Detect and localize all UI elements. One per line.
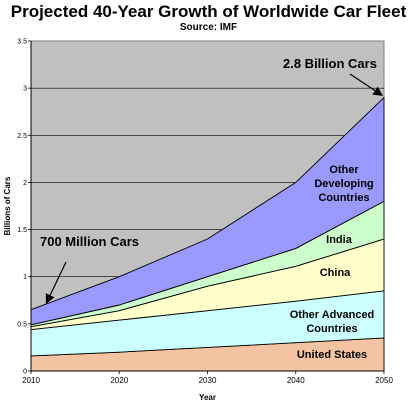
x-axis-label: Year [199, 393, 216, 402]
y-tick-label: 2.5 [17, 133, 27, 140]
x-tick-label: 2020 [110, 376, 128, 385]
annotations: 700 Million Cars 2.8 Billion Cars [40, 56, 383, 304]
x-tick-label: 2010 [22, 376, 40, 385]
area-series [30, 97, 385, 372]
area-other-developing-countries [30, 97, 385, 326]
series-label-china: China [320, 267, 351, 279]
series-label-united-states: United States [297, 349, 367, 361]
series-labels: United States Other Advanced Countries Chin… [290, 164, 375, 361]
chart-title: Projected 40-Year Growth of Worldwide Ca… [10, 2, 407, 21]
y-axis-label: Billions of Cars [3, 176, 12, 235]
series-label-other-developing-countries: Other Developing Countries [314, 164, 373, 204]
y-tick-label: 0.5 [17, 321, 27, 328]
y-tick-label: 1 [23, 274, 27, 281]
y-tick-label: 1.5 [17, 227, 27, 234]
y-tick-label: 2 [23, 180, 27, 187]
annotation-700-million: 700 Million Cars [40, 234, 139, 249]
x-tick-label: 2030 [199, 376, 217, 385]
x-tick-label: 2040 [287, 376, 305, 385]
series-label-other-advanced-countries: Other Advanced Countries [290, 309, 375, 335]
series-label-india: India [326, 234, 353, 246]
annotation-arrow-2-8-billion [349, 73, 383, 96]
chart-subtitle: Source: IMF [179, 22, 238, 33]
y-tick-label: 3.5 [17, 39, 27, 46]
y-tick-labels: 0 0.5 1 1.5 2 2.5 3 3.5 [17, 39, 31, 376]
x-tick-labels: 2010 2020 2030 2040 2050 [22, 371, 393, 385]
annotation-arrow-700-million [45, 261, 67, 304]
x-tick-label: 2050 [375, 376, 393, 385]
annotation-2-8-billion: 2.8 Billion Cars [283, 56, 377, 71]
y-tick-label: 3 [23, 86, 27, 93]
y-tick-label: 0 [23, 369, 27, 376]
